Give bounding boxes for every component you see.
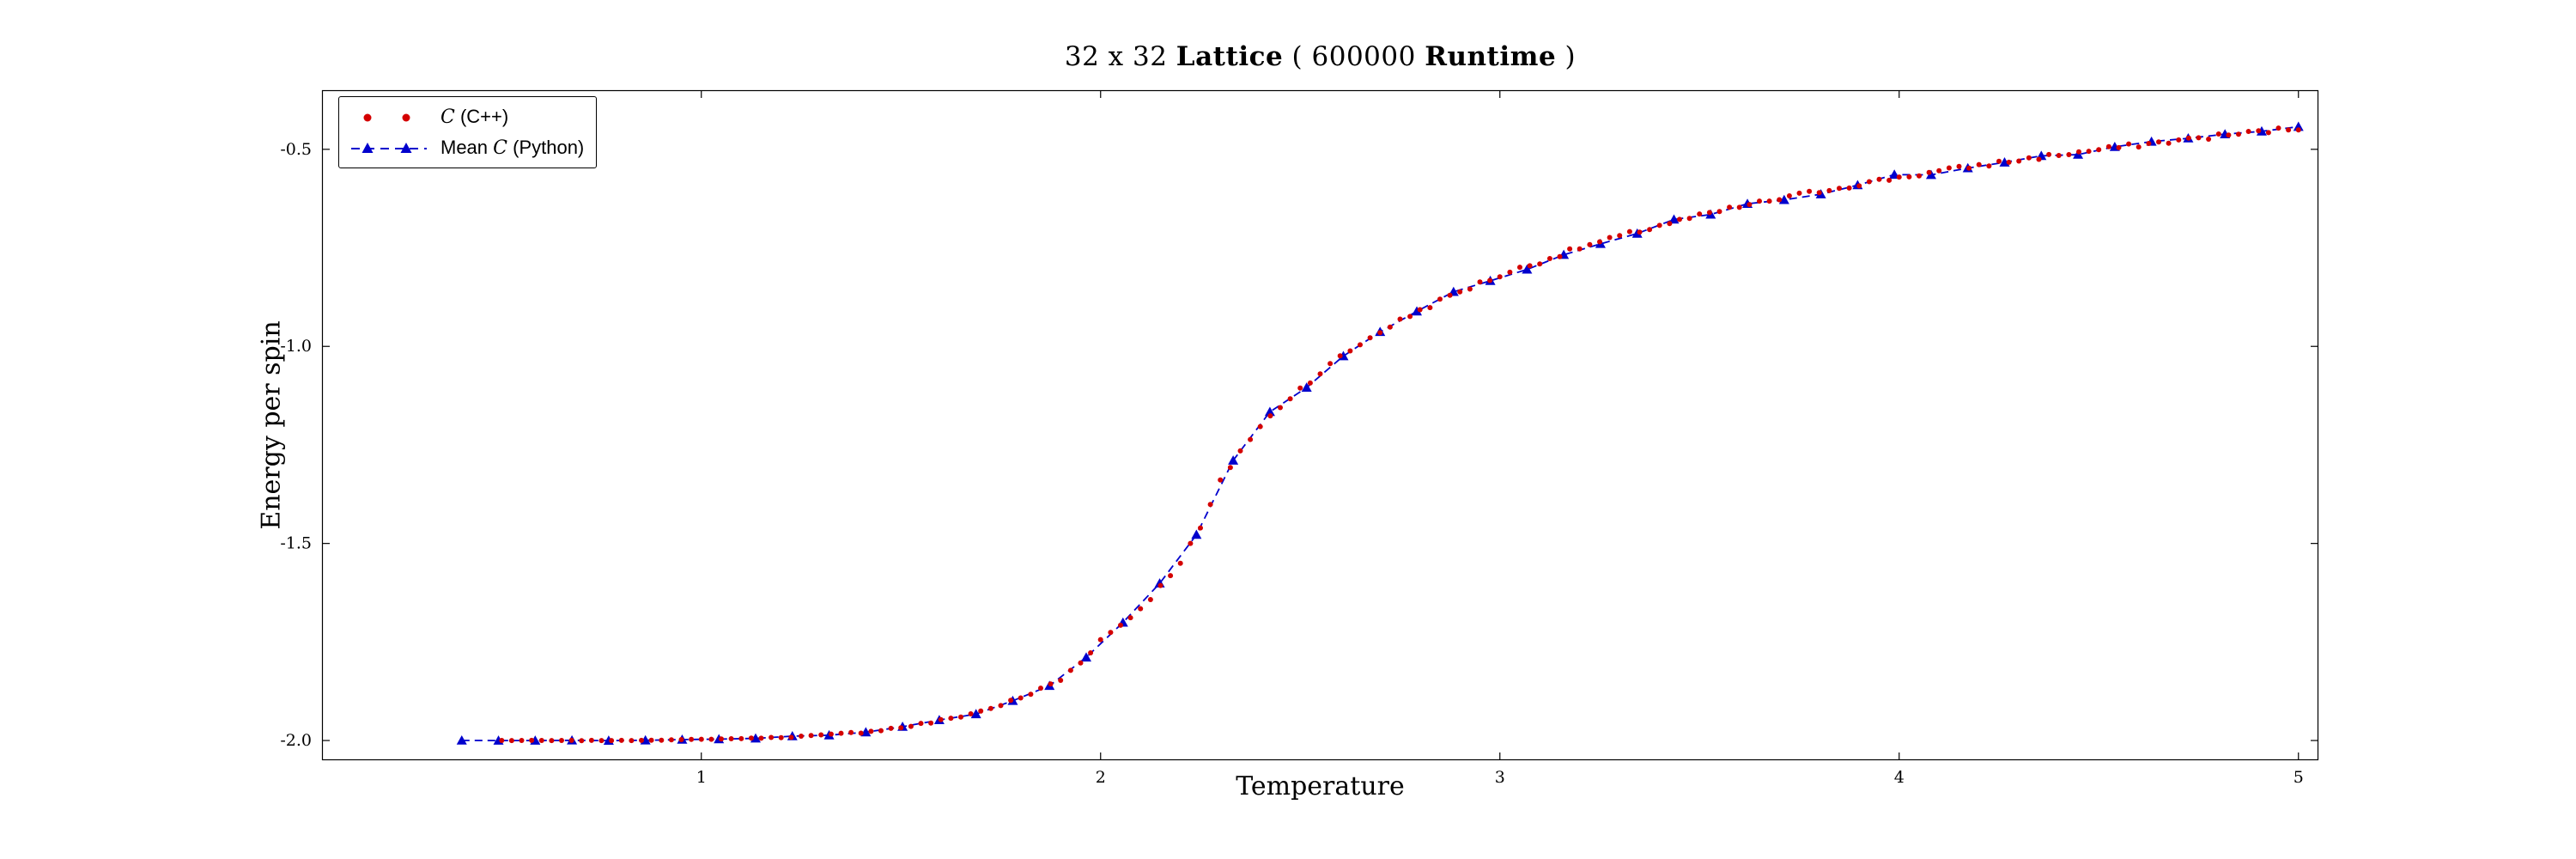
chart-title: 32 x 32 Lattice ( 600000 Runtime ) [1064, 41, 1577, 72]
python-series-line [461, 125, 2299, 742]
legend-entry-cpp: C (C++) [346, 103, 584, 131]
tick-labels: 1 2 3 4 5 -0.5 -1.0 -1.5 -2.0 [280, 140, 2303, 787]
python-series-markers [456, 121, 2304, 745]
blue-triangle-dashed-marker-icon [351, 143, 427, 153]
legend-label-python: Mean C (Python) [440, 137, 585, 159]
x-tick-label: 2 [1096, 768, 1106, 787]
axes-frame [321, 89, 2319, 761]
legend: C (C++) Mean C (Python) [338, 96, 598, 168]
x-tick-label: 1 [696, 768, 707, 787]
legend-label-cpp: C (C++) [440, 106, 509, 128]
cpp-series-markers [499, 125, 2301, 744]
y-tick-label: -2.0 [280, 731, 312, 750]
x-tick-label: 5 [2293, 768, 2304, 787]
tick-marks [322, 90, 2318, 760]
y-tick-label: -1.0 [280, 337, 312, 356]
legend-entry-python: Mean C (Python) [346, 134, 584, 161]
x-axis-label: Temperature [1236, 771, 1405, 801]
x-tick-label: 4 [1894, 768, 1905, 787]
y-tick-label: -1.5 [280, 534, 312, 553]
x-tick-label: 3 [1495, 768, 1505, 787]
red-dots-marker-icon [363, 113, 410, 122]
y-tick-label: -0.5 [280, 140, 312, 159]
